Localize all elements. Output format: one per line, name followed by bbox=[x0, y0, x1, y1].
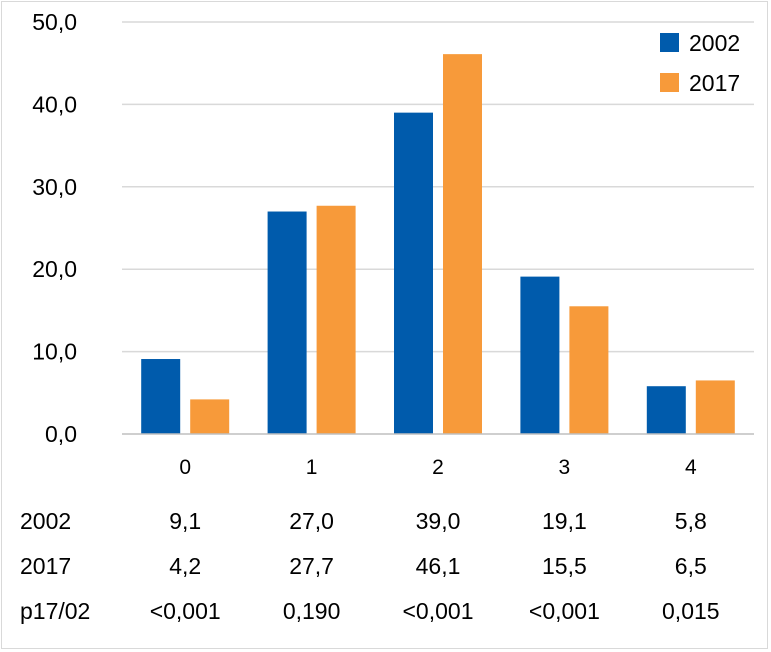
legend-label: 2002 bbox=[689, 30, 740, 56]
table-cell: 9,1 bbox=[169, 508, 201, 534]
bar-2017-3 bbox=[569, 306, 609, 434]
y-tick-label: 0,0 bbox=[45, 421, 77, 447]
bar-2002-1 bbox=[267, 211, 307, 434]
bar-2017-4 bbox=[695, 380, 735, 434]
x-axis-ticks: 0 1 2 3 4 bbox=[179, 456, 697, 479]
table-row-label: 2002 bbox=[20, 508, 71, 534]
bar-2017-0 bbox=[190, 399, 230, 434]
bar-2002-4 bbox=[646, 386, 686, 434]
table-cell: 39,0 bbox=[416, 508, 461, 534]
bar-2002-2 bbox=[394, 112, 433, 434]
table-cell: 19,1 bbox=[542, 508, 587, 534]
legend-label: 2017 bbox=[689, 70, 740, 96]
y-tick-label: 30,0 bbox=[32, 174, 77, 200]
table-cell: 0,015 bbox=[662, 598, 720, 624]
x-tick-label: 1 bbox=[306, 456, 318, 479]
bars bbox=[141, 54, 735, 435]
y-tick-label: 40,0 bbox=[32, 91, 77, 117]
table-cell: 4,2 bbox=[169, 553, 201, 579]
bar-2002-0 bbox=[141, 359, 181, 434]
y-axis-ticks: 0,0 10,0 20,0 30,0 40,0 50,0 bbox=[32, 9, 77, 447]
bar-2017-2 bbox=[443, 54, 482, 435]
legend: 2002 2017 bbox=[660, 30, 740, 96]
legend-swatch-2002 bbox=[660, 33, 679, 52]
y-tick-label: 10,0 bbox=[32, 339, 77, 365]
data-table: 2002 9,1 27,0 39,0 19,1 5,8 2017 4,2 27,7 46,1 15,… bbox=[20, 508, 720, 624]
table-cell: <0,001 bbox=[529, 598, 600, 624]
table-cell: 6,5 bbox=[675, 553, 707, 579]
table-cell: 15,5 bbox=[542, 553, 587, 579]
grid-lines bbox=[122, 21, 754, 353]
x-tick-label: 4 bbox=[685, 456, 697, 479]
table-cell: 5,8 bbox=[675, 508, 707, 534]
table-row-label: p17/02 bbox=[20, 598, 90, 624]
y-tick-label: 20,0 bbox=[32, 256, 77, 282]
bar-2017-1 bbox=[316, 205, 356, 434]
bar-2002-3 bbox=[520, 276, 560, 434]
table-cell: 46,1 bbox=[416, 553, 461, 579]
x-tick-label: 2 bbox=[432, 456, 444, 479]
table-cell: <0,001 bbox=[403, 598, 474, 624]
table-cell: <0,001 bbox=[150, 598, 221, 624]
legend-swatch-2017 bbox=[660, 73, 679, 92]
y-tick-label: 50,0 bbox=[32, 9, 77, 35]
table-cell: 27,0 bbox=[289, 508, 334, 534]
x-tick-label: 3 bbox=[559, 456, 571, 479]
table-cell: 27,7 bbox=[289, 553, 334, 579]
table-row-label: 2017 bbox=[20, 553, 71, 579]
x-tick-label: 0 bbox=[179, 456, 191, 479]
table-cell: 0,190 bbox=[283, 598, 341, 624]
